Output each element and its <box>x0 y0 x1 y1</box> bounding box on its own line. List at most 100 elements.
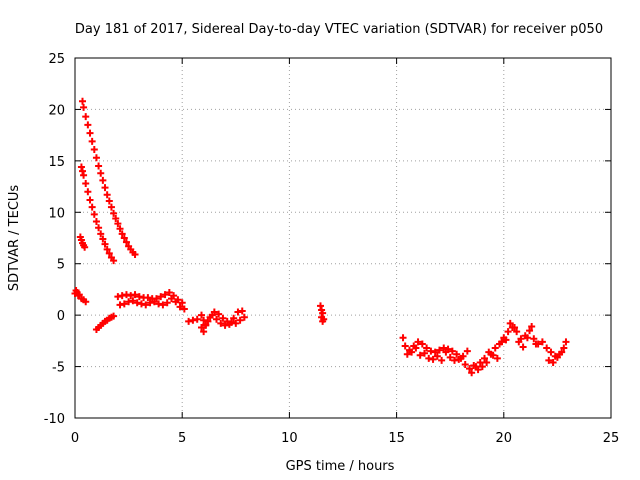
data-point <box>543 344 551 352</box>
data-point <box>118 230 126 238</box>
data-point <box>408 348 416 356</box>
x-tick-label: 10 <box>281 431 298 446</box>
data-point <box>478 363 486 371</box>
data-point <box>92 154 100 162</box>
series-seg-j <box>403 319 566 377</box>
data-point <box>97 230 105 238</box>
data-point <box>238 307 246 315</box>
grid-lines <box>75 58 611 418</box>
data-point <box>80 171 88 179</box>
data-point <box>483 358 491 366</box>
data-point <box>511 323 519 331</box>
data-point <box>489 351 497 359</box>
data-point <box>81 243 89 251</box>
data-point <box>319 309 327 317</box>
data-point <box>230 314 238 322</box>
data-point <box>215 310 223 318</box>
axis-ticks: 0 5 10 15 20 25 -10 -5 0 5 10 15 20 25 <box>44 52 620 446</box>
data-point <box>112 214 120 222</box>
data-points <box>71 97 570 377</box>
data-point <box>159 301 167 309</box>
data-point <box>97 169 105 177</box>
data-point <box>114 220 122 228</box>
chart-title: Day 181 of 2017, Sidereal Day-to-day VTE… <box>75 22 603 37</box>
data-point <box>103 191 111 199</box>
data-point <box>75 291 83 299</box>
data-point <box>122 291 130 299</box>
data-point <box>240 313 248 321</box>
data-point <box>455 355 463 363</box>
data-point <box>137 300 145 308</box>
data-point <box>399 334 407 342</box>
data-point <box>125 298 133 306</box>
y-tick-label: 25 <box>48 52 65 67</box>
data-point <box>82 298 90 306</box>
data-point <box>433 352 441 360</box>
series-seg-d <box>71 286 90 306</box>
data-point <box>461 361 469 369</box>
data-point <box>532 340 540 348</box>
data-point <box>472 363 480 371</box>
data-point <box>515 338 523 346</box>
series-seg-g <box>185 307 248 336</box>
data-point <box>219 314 227 322</box>
data-point <box>167 295 175 303</box>
data-point <box>236 316 244 324</box>
data-point <box>110 257 118 265</box>
data-point <box>144 294 152 302</box>
y-tick-label: 0 <box>57 309 65 324</box>
y-axis-label: SDTVAR / TECUs <box>7 185 22 292</box>
data-point <box>95 162 103 170</box>
data-point <box>217 319 225 327</box>
data-point <box>82 113 90 121</box>
data-point <box>423 344 431 352</box>
data-point <box>526 327 534 335</box>
data-point <box>133 299 141 307</box>
data-point <box>163 299 171 307</box>
x-axis-label: GPS time / hours <box>286 459 395 474</box>
x-tick-label: 0 <box>71 431 79 446</box>
data-point <box>485 348 493 356</box>
data-point <box>79 97 87 105</box>
data-point <box>116 301 124 309</box>
data-point <box>82 179 90 187</box>
data-point <box>549 358 557 366</box>
y-tick-label: 5 <box>57 258 65 273</box>
data-point <box>161 291 169 299</box>
data-point <box>88 203 96 211</box>
data-point <box>90 210 98 218</box>
data-point <box>427 347 435 355</box>
data-point <box>131 250 139 258</box>
y-tick-label: 20 <box>48 103 65 118</box>
x-tick-label: 15 <box>388 431 405 446</box>
x-tick-label: 20 <box>496 431 513 446</box>
data-point <box>84 188 92 196</box>
data-point <box>142 301 150 309</box>
data-point <box>86 196 94 204</box>
data-point <box>562 338 570 346</box>
data-point <box>77 163 85 171</box>
data-point <box>493 354 501 362</box>
data-point <box>558 348 566 356</box>
data-point <box>481 354 489 362</box>
series-arc-c <box>76 233 89 251</box>
data-point <box>459 352 467 360</box>
data-point <box>431 348 439 356</box>
data-point <box>547 348 555 356</box>
data-point <box>95 224 103 232</box>
data-point <box>213 315 221 323</box>
plot-frame <box>74 57 612 419</box>
data-point <box>403 350 411 358</box>
data-point <box>180 305 188 313</box>
series-seg-e <box>92 312 118 334</box>
data-point <box>172 298 180 306</box>
data-point <box>446 353 454 361</box>
data-point <box>453 350 461 358</box>
data-point <box>225 320 233 328</box>
data-point <box>86 129 94 137</box>
data-point <box>150 298 158 306</box>
data-point <box>155 300 163 308</box>
data-point <box>146 299 154 307</box>
data-point <box>127 292 135 300</box>
data-point <box>418 340 426 348</box>
